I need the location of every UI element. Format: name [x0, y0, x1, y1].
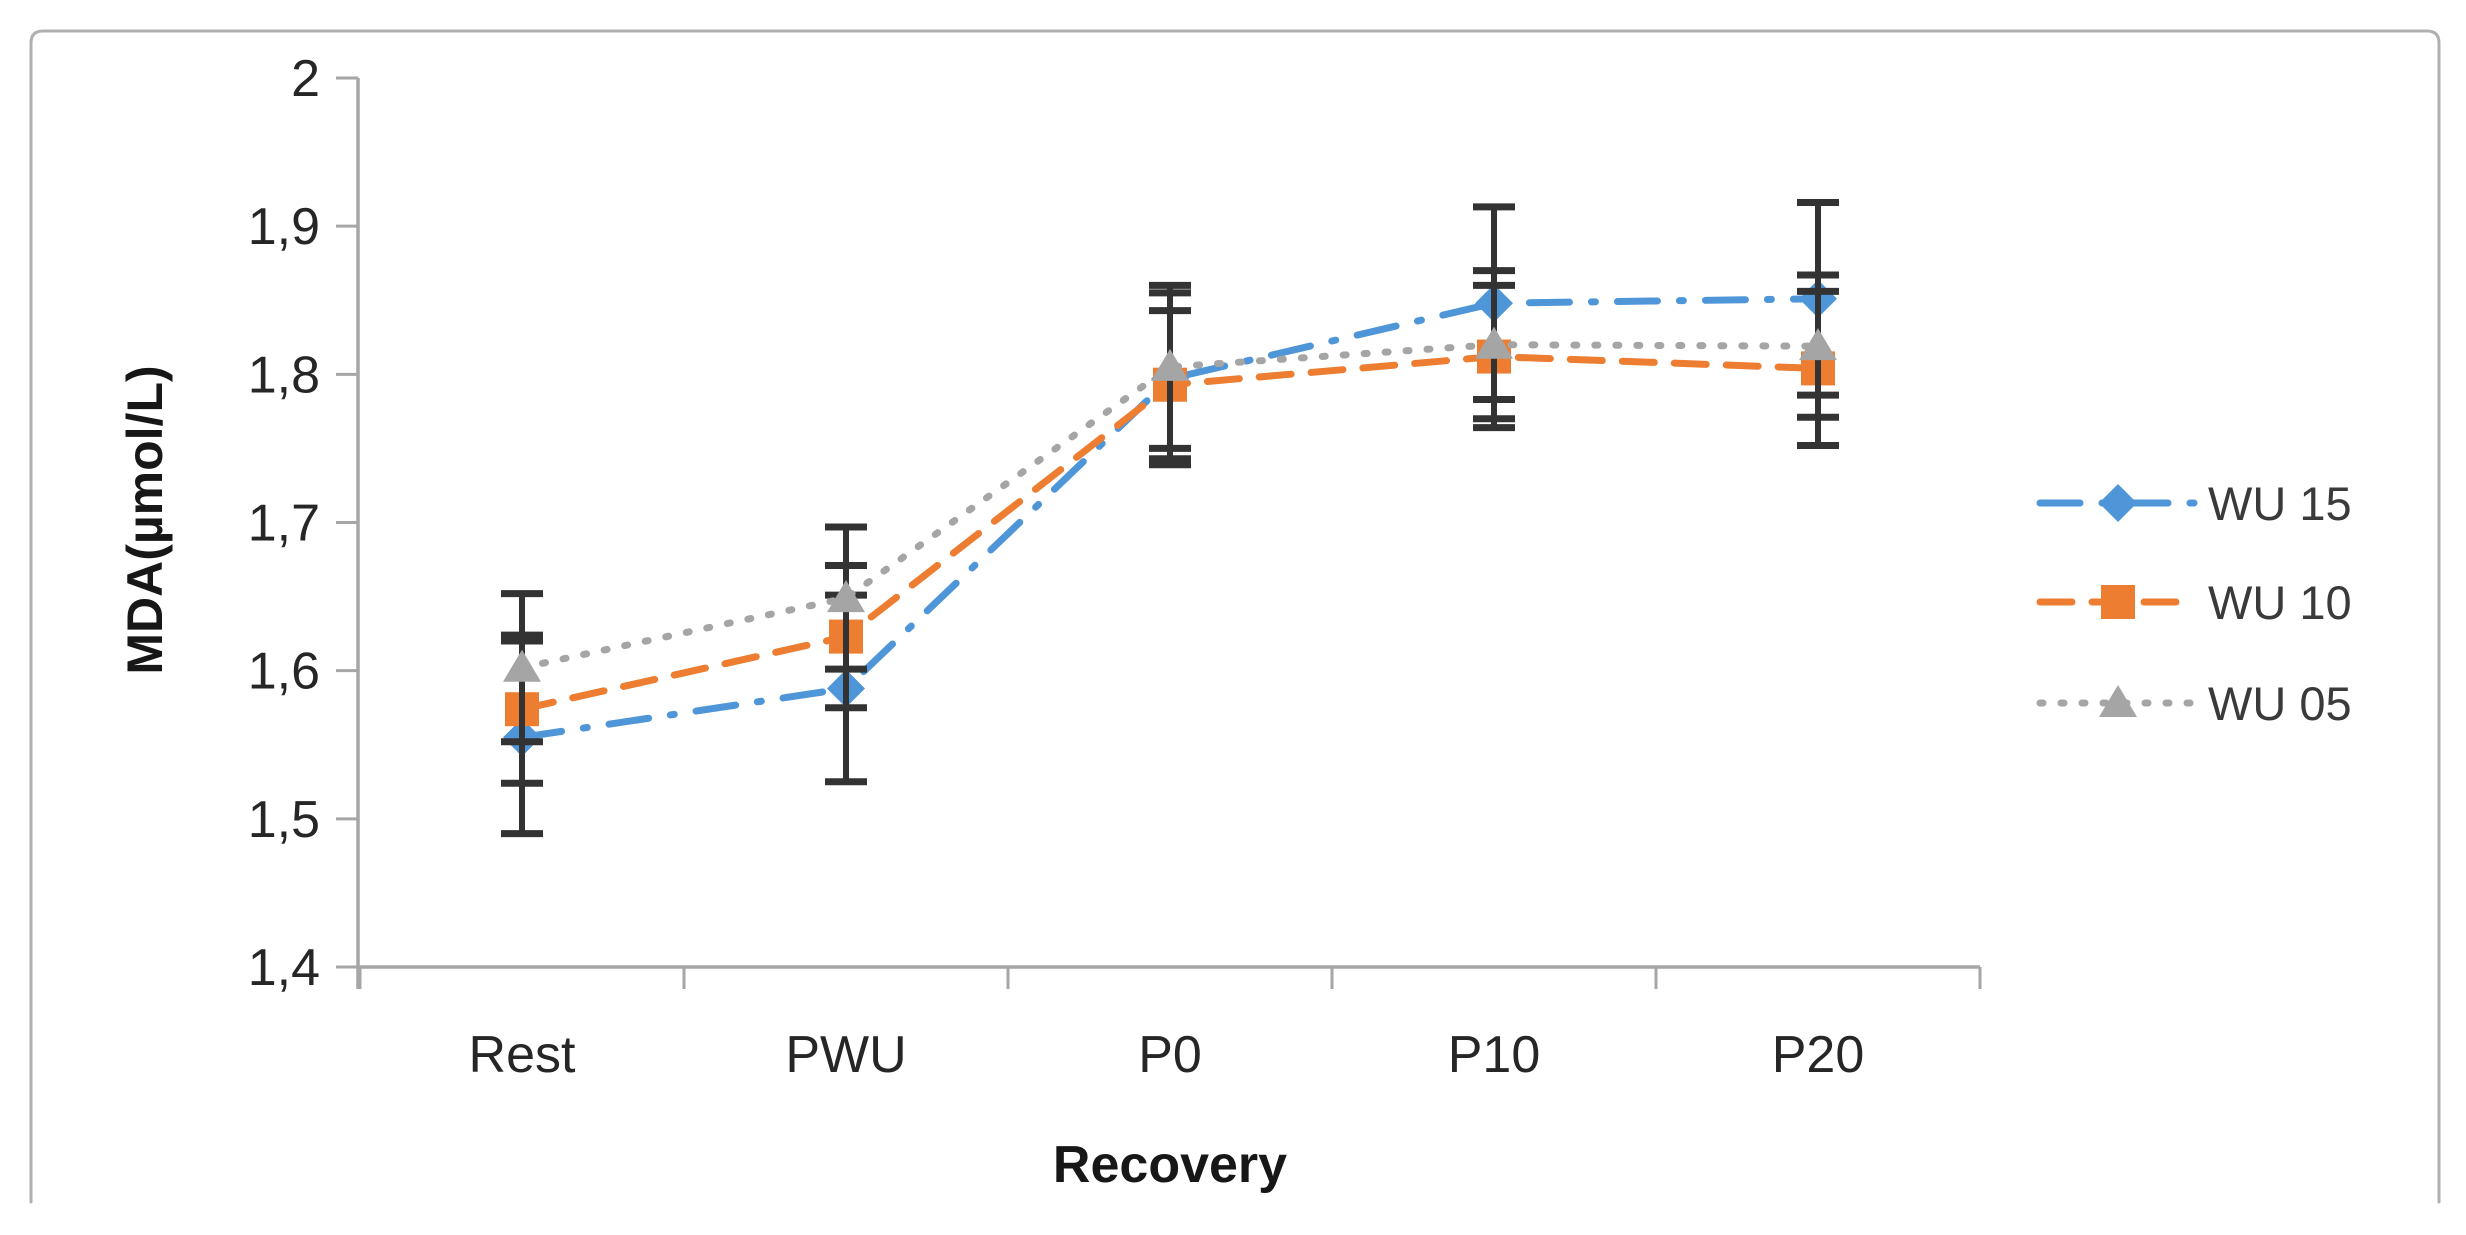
series-line-diamond: [518, 295, 1822, 741]
y-axis-title: MDA(µmol/L): [117, 365, 173, 674]
series-wu05: [501, 267, 1839, 746]
triangle-marker: [1475, 326, 1513, 359]
y-tick-label: 1,8: [248, 346, 320, 404]
triangle-marker: [827, 580, 865, 613]
figure-frame-border: [29, 29, 2441, 1204]
legend-layer: [2036, 484, 2200, 717]
legend-swatch-wu05: [2036, 685, 2200, 717]
x-axis-title: Recovery: [1053, 1136, 1287, 1194]
y-tick-label: 1,9: [248, 198, 320, 256]
legend-triangle-marker: [2099, 685, 2137, 717]
y-tick-label: 1,5: [248, 791, 320, 849]
legend-diamond-marker: [2099, 484, 2137, 522]
x-category-label: P0: [1138, 1026, 1202, 1084]
y-tick-label: 2: [291, 50, 320, 108]
legend-square-marker: [2101, 585, 2135, 619]
legend-swatch-wu10: [2036, 585, 2200, 619]
legend-swatch-wu15: [2036, 484, 2200, 522]
axes-layer: 2 1,9 1,8 1,7 1,6 1,5 1,4 Rest PWU P0 P10 P20: [248, 50, 1982, 1084]
y-tick-label: 1,7: [248, 495, 320, 553]
legend-label-wu05: WU 05: [2208, 677, 2352, 730]
x-category-label: P10: [1448, 1026, 1541, 1084]
legend-label-wu15: WU 15: [2208, 477, 2352, 530]
triangle-marker: [1151, 348, 1189, 381]
triangle-marker: [503, 649, 541, 682]
legend-label-wu10: WU 10: [2208, 576, 2352, 629]
triangle-marker: [1799, 328, 1837, 361]
x-category-label: Rest: [469, 1026, 576, 1084]
y-tick-label: 1,6: [248, 643, 320, 701]
x-category-label: P20: [1772, 1026, 1865, 1084]
series-layer: [501, 198, 1839, 838]
y-tick-label: 1,4: [248, 939, 320, 997]
x-category-label: PWU: [785, 1026, 906, 1084]
